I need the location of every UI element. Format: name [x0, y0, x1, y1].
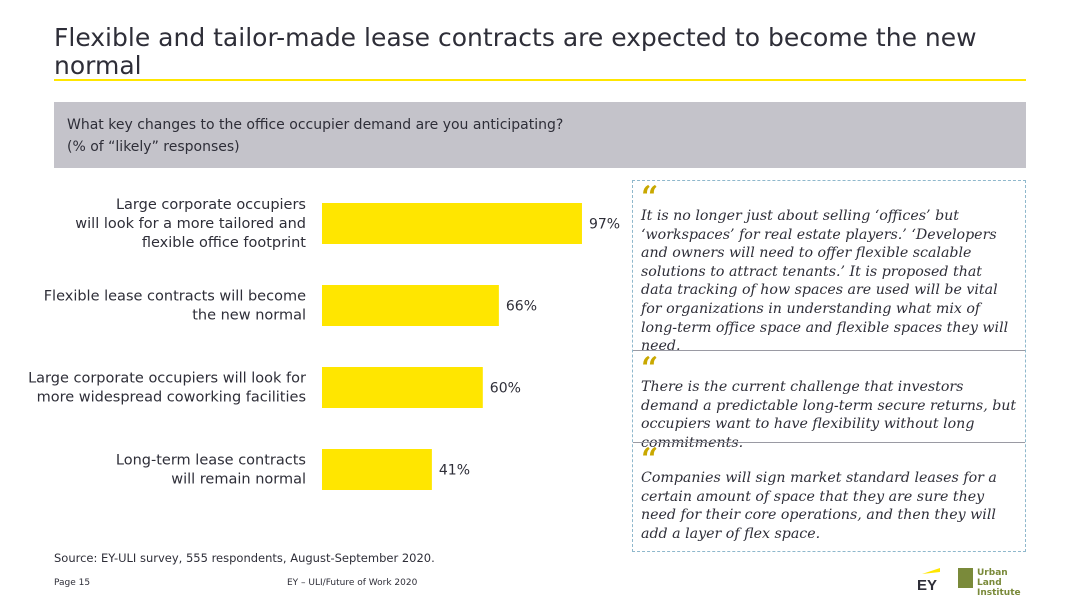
quote-2: “ There is the current challenge that in… — [641, 351, 1017, 452]
quote-divider — [633, 442, 1025, 443]
category-label-line: Large corporate occupiers will look for — [28, 371, 306, 387]
value-label-3: 60% — [490, 381, 521, 397]
page-number: Page 15 — [54, 578, 91, 588]
source-note: Source: EY-ULI survey, 555 respondents, … — [54, 551, 435, 565]
bar-2 — [322, 285, 499, 326]
ey-logo-text: EY — [917, 577, 937, 592]
category-label-4: Long-term lease contracts will remain nor… — [116, 453, 306, 488]
category-label-line: Large corporate occupiers — [116, 197, 306, 213]
ey-logo-icon: EY — [917, 568, 940, 592]
title-underline — [54, 79, 1026, 81]
category-label-line: will look for a more tailored and — [75, 216, 306, 232]
value-label-2: 66% — [506, 299, 537, 315]
question-subtext: (% of “likely” responses) — [67, 139, 240, 155]
category-label-line: flexible office footprint — [142, 235, 306, 251]
category-label-line: Flexible lease contracts will become — [44, 289, 306, 305]
quote-1: “ It is no longer just about selling ‘of… — [641, 180, 1017, 356]
footer-title: EY – ULI/Future of Work 2020 — [287, 578, 418, 588]
uli-logo-line1: Urban Land — [977, 568, 1008, 588]
bar-3 — [322, 367, 483, 408]
slide-title: Flexible and tailor-made lease contracts… — [54, 23, 977, 80]
category-label-line: Long-term lease contracts — [116, 453, 306, 469]
category-label-line: the new normal — [192, 308, 306, 324]
quote-mark-icon: “ — [641, 351, 659, 386]
category-label-1: Large corporate occupiers will look for a… — [75, 197, 306, 251]
question-text: What key changes to the office occupier … — [67, 117, 564, 133]
category-label-line: more widespread coworking facilities — [37, 390, 306, 406]
quote-divider — [633, 350, 1025, 351]
uli-logo-line2: Institute — [977, 588, 1021, 598]
quote-mark-icon: “ — [641, 180, 659, 215]
quote-text: Companies will sign market standard leas… — [641, 470, 997, 542]
category-label-2: Flexible lease contracts will become the … — [44, 289, 306, 324]
question-box: What key changes to the office occupier … — [54, 102, 1026, 168]
uli-logo: Urban Land Institute — [958, 568, 1028, 598]
quote-text: It is no longer just about selling ‘offi… — [641, 208, 1009, 355]
quote-3: “ Companies will sign market standard le… — [641, 442, 1017, 543]
category-label-3: Large corporate occupiers will look for m… — [28, 371, 306, 406]
uli-logo-text: Urban Land Institute — [977, 568, 1028, 598]
quotes-panel: “ It is no longer just about selling ‘of… — [632, 180, 1026, 552]
category-label-line: will remain normal — [171, 472, 306, 488]
bar-1 — [322, 203, 582, 244]
bar-4 — [322, 449, 432, 490]
value-label-4: 41% — [439, 463, 470, 479]
quote-mark-icon: “ — [641, 442, 659, 477]
value-label-1: 97% — [589, 217, 620, 233]
uli-logo-icon — [958, 568, 973, 588]
bar-chart: 97% Large corporate occupiers will look fo… — [28, 197, 620, 490]
